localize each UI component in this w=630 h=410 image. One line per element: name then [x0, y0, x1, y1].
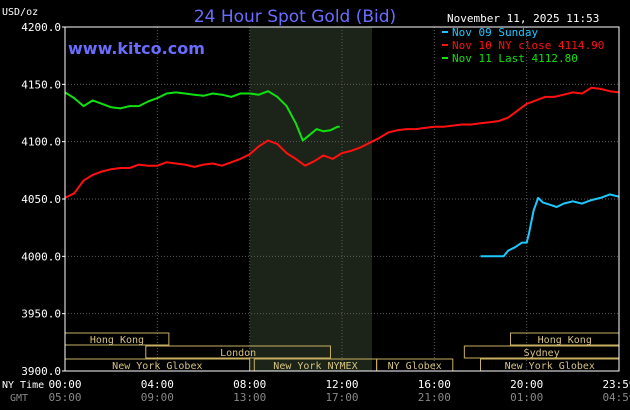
market-session-label: NY Globex [388, 361, 442, 372]
legend-entry: Nov 11 Last 4112.80 [452, 52, 578, 65]
chart-title: 24 Hour Spot Gold (Bid) [194, 7, 396, 27]
market-session-label: New York Globex [112, 361, 202, 372]
x-tick-label-ny: 00:00 [48, 378, 81, 391]
timestamp-label: November 11, 2025 11:53 [447, 12, 599, 25]
market-session-label: Hong Kong [538, 335, 592, 346]
market-session-label: Hong Kong [90, 335, 144, 346]
x-tick-label-ny: 16:00 [418, 378, 451, 391]
nymex-session-band [249, 27, 373, 371]
ny-time-row-label: NY Time [2, 380, 44, 391]
watermark-text: www.kitco.com [68, 39, 205, 58]
x-tick-label-ny: 04:00 [141, 378, 174, 391]
market-session-label: London [220, 348, 256, 359]
series-line [64, 90, 340, 142]
x-tick-label-gmt: 04:59 [602, 391, 630, 404]
y-tick-label: 4050.0 [21, 193, 61, 206]
gmt-row-label: GMT [10, 393, 28, 404]
x-tick-label-gmt: 05:00 [48, 391, 81, 404]
y-tick-label: 4000.0 [21, 250, 61, 263]
market-session-label: New York Globex [505, 361, 595, 372]
legend-entry: Nov 10 NY close 4114.90 [452, 39, 604, 52]
x-tick-label-gmt: 17:00 [325, 391, 358, 404]
x-tick-label-ny: 20:00 [510, 378, 543, 391]
x-tick-label-ny: 12:00 [325, 378, 358, 391]
series-line [480, 193, 620, 258]
market-session-box [145, 345, 331, 359]
x-tick-label-gmt: 21:00 [418, 391, 451, 404]
market-session-label: New York NYMEX [273, 361, 357, 372]
x-tick-label-gmt: 01:00 [510, 391, 543, 404]
y-tick-label: 3950.0 [21, 308, 61, 321]
y-tick-label: 4150.0 [21, 78, 61, 91]
legend-entry: Nov 09 Sunday [452, 26, 538, 39]
market-session-label: Sydney [524, 348, 560, 359]
x-tick-label-ny: 23:59 [602, 378, 630, 391]
x-tick-label-gmt: 09:00 [141, 391, 174, 404]
y-tick-label: 3900.0 [21, 365, 61, 378]
x-tick-label-gmt: 13:00 [233, 391, 266, 404]
y-tick-label: 4100.0 [21, 136, 61, 149]
y-axis-unit-label: USD/oz [2, 7, 38, 18]
x-tick-label-ny: 08:00 [233, 378, 266, 391]
y-tick-label: 4200.0 [21, 21, 61, 34]
series-line [64, 86, 620, 199]
